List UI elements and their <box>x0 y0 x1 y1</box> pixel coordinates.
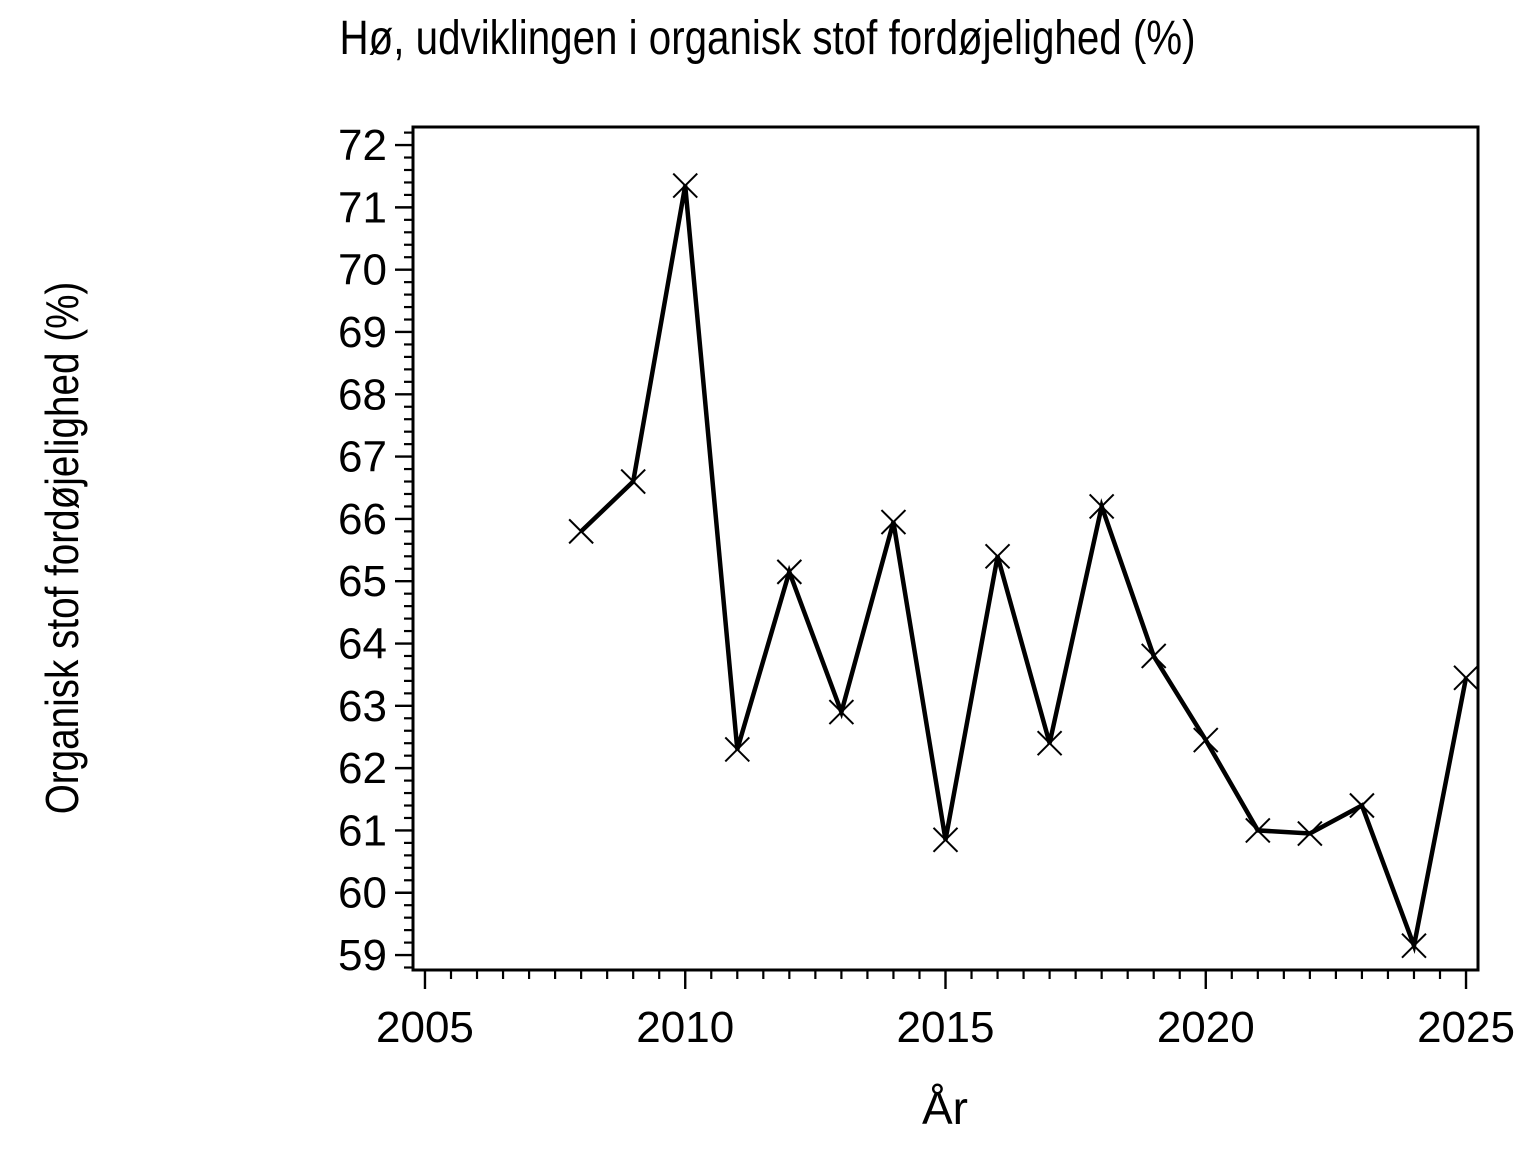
chart-title-text: Hø, udviklingen i organisk stof fordøjel… <box>339 12 1197 65</box>
y-tick-label: 67 <box>338 433 387 482</box>
data-point-marker <box>1088 493 1115 520</box>
y-tick-label: 60 <box>338 869 387 918</box>
data-point-marker <box>776 559 803 585</box>
y-tick-label: 61 <box>338 806 387 855</box>
y-tick-label: 63 <box>338 682 387 731</box>
y-tick-label: 65 <box>338 557 387 606</box>
data-point-marker <box>1453 665 1479 691</box>
x-tick-label: 2005 <box>376 1003 474 1052</box>
data-point-marker <box>932 827 959 853</box>
data-point-marker <box>1193 727 1219 753</box>
x-tick-label: 2010 <box>636 1003 734 1052</box>
x-tick-label: 2015 <box>897 1003 995 1052</box>
y-tick-label: 70 <box>338 246 387 295</box>
x-tick-label: 2025 <box>1417 1003 1515 1052</box>
y-tick-label: 59 <box>338 931 387 980</box>
plot-frame <box>411 125 1480 972</box>
data-point-marker <box>620 468 646 495</box>
chart-title: Hø, udviklingen i organisk stof fordøjel… <box>0 12 1536 66</box>
data-point-marker <box>672 172 698 199</box>
data-point-marker <box>1401 932 1427 959</box>
y-tick-label: 68 <box>338 370 387 419</box>
x-tick-label: 2020 <box>1157 1003 1255 1052</box>
y-tick-label: 62 <box>338 744 387 793</box>
series-line <box>579 185 1469 954</box>
data-point-marker <box>1349 792 1375 819</box>
data-point-marker <box>828 699 855 725</box>
data-point-marker <box>1297 820 1323 847</box>
data-point-marker <box>568 518 594 545</box>
data-point-marker <box>1245 817 1271 844</box>
data-point-marker <box>724 736 750 763</box>
data-point-marker <box>1036 730 1063 756</box>
data-point-marker <box>1141 643 1167 669</box>
y-tick-label: 71 <box>338 183 387 232</box>
y-tick-label: 69 <box>338 308 387 357</box>
data-point-marker <box>880 509 907 535</box>
y-tick-label: 64 <box>338 620 387 669</box>
x-axis-title: År <box>922 1083 968 1133</box>
data-point-marker <box>984 543 1011 569</box>
x-axis-title-text: År <box>922 1082 968 1134</box>
y-tick-label: 72 <box>338 121 387 170</box>
y-tick-label: 66 <box>338 495 387 544</box>
